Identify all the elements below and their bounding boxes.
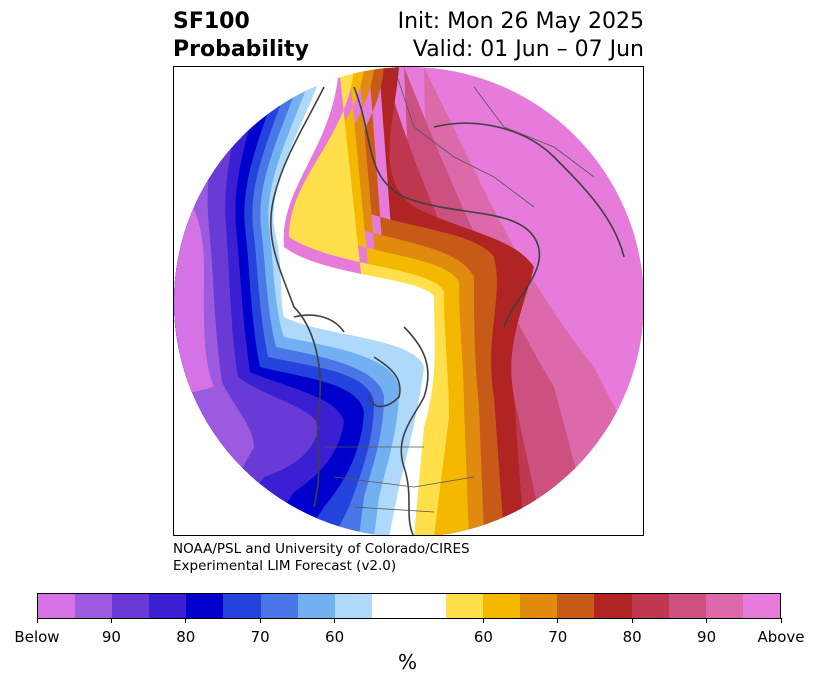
colorbar-tick-mark — [631, 618, 633, 623]
colorbar-tick-mark — [482, 618, 484, 623]
colorbar-segment — [260, 594, 298, 618]
colorbar-tick-label: 80 — [622, 628, 642, 646]
colorbar-tick-mark — [110, 618, 112, 623]
title-type: Probability — [173, 37, 309, 62]
colorbar-segment — [631, 594, 669, 618]
credit-block: NOAA/PSL and University of Colorado/CIRE… — [173, 541, 470, 575]
colorbar-segment — [371, 594, 409, 618]
polar-map-svg — [174, 67, 643, 535]
title-block: SF100 Probability — [173, 8, 309, 64]
colorbar-tick-mark — [185, 618, 187, 623]
colorbar-unit: % — [398, 650, 418, 674]
colorbar-tick-label: 60 — [325, 628, 345, 646]
colorbar-segment — [742, 594, 780, 618]
forecast-map — [173, 66, 644, 536]
colorbar-tick-mark — [36, 618, 38, 623]
credit-line-2: Experimental LIM Forecast (v2.0) — [173, 558, 397, 574]
colorbar-tick-mark — [706, 618, 708, 623]
colorbar-segment — [408, 594, 447, 618]
colorbar — [37, 593, 781, 619]
colorbar-segment — [594, 594, 632, 618]
title-variable: SF100 — [173, 9, 250, 34]
borders — [324, 67, 595, 513]
colorbar-segment — [334, 594, 372, 618]
colorbar-segment — [186, 594, 224, 618]
colorbar-segment — [38, 594, 76, 618]
colorbar-tick-mark — [780, 618, 782, 623]
colorbar-segment — [149, 594, 187, 618]
colorbar-segment — [557, 594, 595, 618]
colorbar-tick-label: 90 — [101, 628, 121, 646]
init-date: Init: Mon 26 May 2025 — [397, 9, 644, 34]
coastlines — [270, 86, 625, 535]
colorbar-tick-label: 70 — [548, 628, 568, 646]
colorbar-segment — [705, 594, 743, 618]
colorbar-segment — [483, 594, 521, 618]
colorbar-tick-label: 90 — [697, 628, 717, 646]
colorbar-tick-label: Below — [14, 628, 60, 646]
colorbar-tick-mark — [259, 618, 261, 623]
colorbar-tick-label: 70 — [250, 628, 270, 646]
colorbar-segment — [112, 594, 150, 618]
colorbar-tick-label: 80 — [176, 628, 196, 646]
colorbar-segment — [75, 594, 113, 618]
below-shading — [174, 187, 214, 397]
colorbar-tick-label: 60 — [473, 628, 493, 646]
colorbar-segment — [668, 594, 706, 618]
valid-range: Valid: 01 Jun – 07 Jun — [412, 37, 644, 62]
date-block: Init: Mon 26 May 2025 Valid: 01 Jun – 07… — [398, 8, 644, 64]
colorbar-segment — [520, 594, 558, 618]
colorbar-segment — [446, 594, 484, 618]
colorbar-tick-mark — [557, 618, 559, 623]
colorbar-segment — [223, 594, 261, 618]
colorbar-segment — [297, 594, 335, 618]
colorbar-tick-label: Above — [757, 628, 805, 646]
probability-field — [174, 67, 643, 535]
colorbar-tick-mark — [334, 618, 336, 623]
credit-line-1: NOAA/PSL and University of Colorado/CIRE… — [173, 541, 470, 557]
